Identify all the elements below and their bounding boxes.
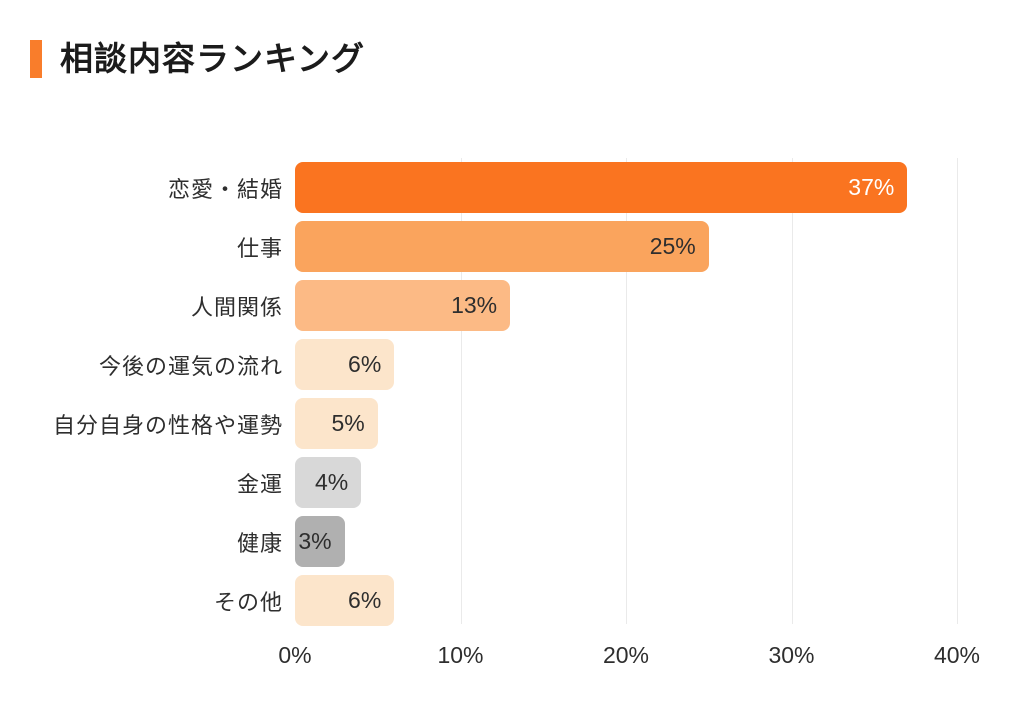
category-label: 健康	[236, 530, 283, 556]
category-label: 今後の運気の流れ	[98, 353, 283, 379]
x-tick-label: 30%	[768, 642, 815, 668]
bar-track: 37%	[295, 162, 957, 213]
x-tick-label: 20%	[602, 642, 650, 668]
bar-value-label: 3%	[298, 528, 332, 554]
bar: 13%	[295, 280, 511, 331]
bar-track: 25%	[295, 221, 957, 272]
x-tick-label: 10%	[437, 642, 484, 668]
bar-track: 13%	[295, 280, 957, 331]
page-title: 相談内容ランキング	[60, 40, 366, 77]
gridline	[957, 158, 958, 624]
chart-row: その他 6%	[30, 571, 957, 630]
bar-track: 4%	[295, 457, 957, 508]
gridlines	[295, 158, 958, 630]
bar-value-label: 25%	[649, 233, 696, 259]
bar: 6%	[295, 575, 395, 626]
x-tick-label: 0%	[278, 642, 312, 668]
bar-value-label: 5%	[331, 410, 365, 436]
chart-row: 健康 3%	[30, 512, 957, 571]
category-label: その他	[213, 589, 283, 615]
x-tick-label: 40%	[933, 642, 981, 668]
chart-row: 金運 4%	[30, 453, 957, 512]
bar-chart: 恋愛・結婚 37% 仕事 25% 人間関係	[30, 158, 980, 676]
bar: 4%	[295, 457, 362, 508]
bar-value-label: 4%	[314, 469, 349, 495]
chart-row: 人間関係 13%	[30, 276, 957, 335]
bar-track: 3%	[295, 516, 957, 567]
category-label: 仕事	[236, 235, 283, 261]
bar: 37%	[295, 162, 908, 213]
x-axis: 0% 10% 20% 30% 40%	[278, 642, 980, 676]
gridline	[460, 158, 462, 624]
bar: 3%	[295, 516, 345, 567]
category-label: 恋愛・結婚	[167, 176, 283, 202]
bar-value-label: 13%	[451, 292, 498, 318]
bar-value-label: 6%	[348, 587, 382, 613]
category-label: 金運	[236, 471, 283, 497]
bar-track: 5%	[295, 398, 957, 449]
bar-track: 6%	[295, 575, 957, 626]
chart-row: 自分自身の性格や運勢 5%	[30, 394, 957, 453]
bar: 6%	[295, 339, 395, 390]
chart-row: 今後の運気の流れ 6%	[30, 335, 957, 394]
chart-rows: 恋愛・結婚 37% 仕事 25% 人間関係	[30, 158, 958, 630]
gridline	[791, 158, 793, 624]
chart-row: 恋愛・結婚 37%	[30, 158, 957, 217]
bar: 25%	[295, 221, 709, 272]
category-label: 人間関係	[190, 294, 283, 320]
bar-value-label: 6%	[348, 351, 382, 377]
chart-row: 仕事 25%	[30, 217, 957, 276]
gridline	[626, 158, 627, 624]
bar-track: 6%	[295, 339, 957, 390]
title-accent-bar	[30, 40, 42, 78]
chart-header: 相談内容ランキング	[30, 40, 365, 78]
bar-value-label: 37%	[848, 174, 895, 200]
bar: 5%	[295, 398, 378, 449]
category-label: 自分自身の性格や運勢	[52, 412, 283, 438]
